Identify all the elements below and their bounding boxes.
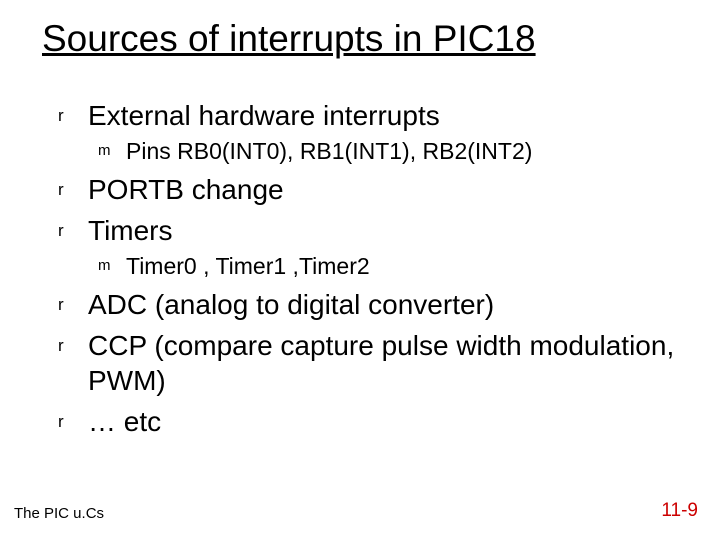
slide-body: r External hardware interrupts m Pins RB… (58, 92, 680, 439)
bullet-marker: r (58, 98, 88, 133)
slide: Sources of interrupts in PIC18 r Externa… (0, 0, 720, 540)
bullet-text: External hardware interrupts (88, 98, 680, 133)
bullet-text: … etc (88, 404, 680, 439)
bullet-text: PORTB change (88, 172, 680, 207)
bullet-text: Pins RB0(INT0), RB1(INT1), RB2(INT2) (126, 137, 680, 166)
bullet-marker: m (98, 137, 126, 166)
bullet-ccp: r CCP (compare capture pulse width modul… (58, 328, 680, 398)
slide-title: Sources of interrupts in PIC18 (42, 18, 536, 60)
subbullet-timers: m Timer0 , Timer1 ,Timer2 (98, 252, 680, 281)
bullet-marker: r (58, 287, 88, 322)
bullet-timers: r Timers (58, 213, 680, 248)
bullet-marker: r (58, 328, 88, 398)
footer-left: The PIC u.Cs (14, 505, 104, 522)
bullet-etc: r … etc (58, 404, 680, 439)
subbullet-pins: m Pins RB0(INT0), RB1(INT1), RB2(INT2) (98, 137, 680, 166)
page-number: 11-9 (661, 500, 698, 522)
bullet-external-hw: r External hardware interrupts (58, 98, 680, 133)
bullet-marker: r (58, 172, 88, 207)
bullet-text: ADC (analog to digital converter) (88, 287, 680, 322)
bullet-text: Timer0 , Timer1 ,Timer2 (126, 252, 680, 281)
bullet-marker: m (98, 252, 126, 281)
bullet-text: CCP (compare capture pulse width modulat… (88, 328, 680, 398)
bullet-portb: r PORTB change (58, 172, 680, 207)
bullet-adc: r ADC (analog to digital converter) (58, 287, 680, 322)
bullet-marker: r (58, 404, 88, 439)
bullet-marker: r (58, 213, 88, 248)
bullet-text: Timers (88, 213, 680, 248)
